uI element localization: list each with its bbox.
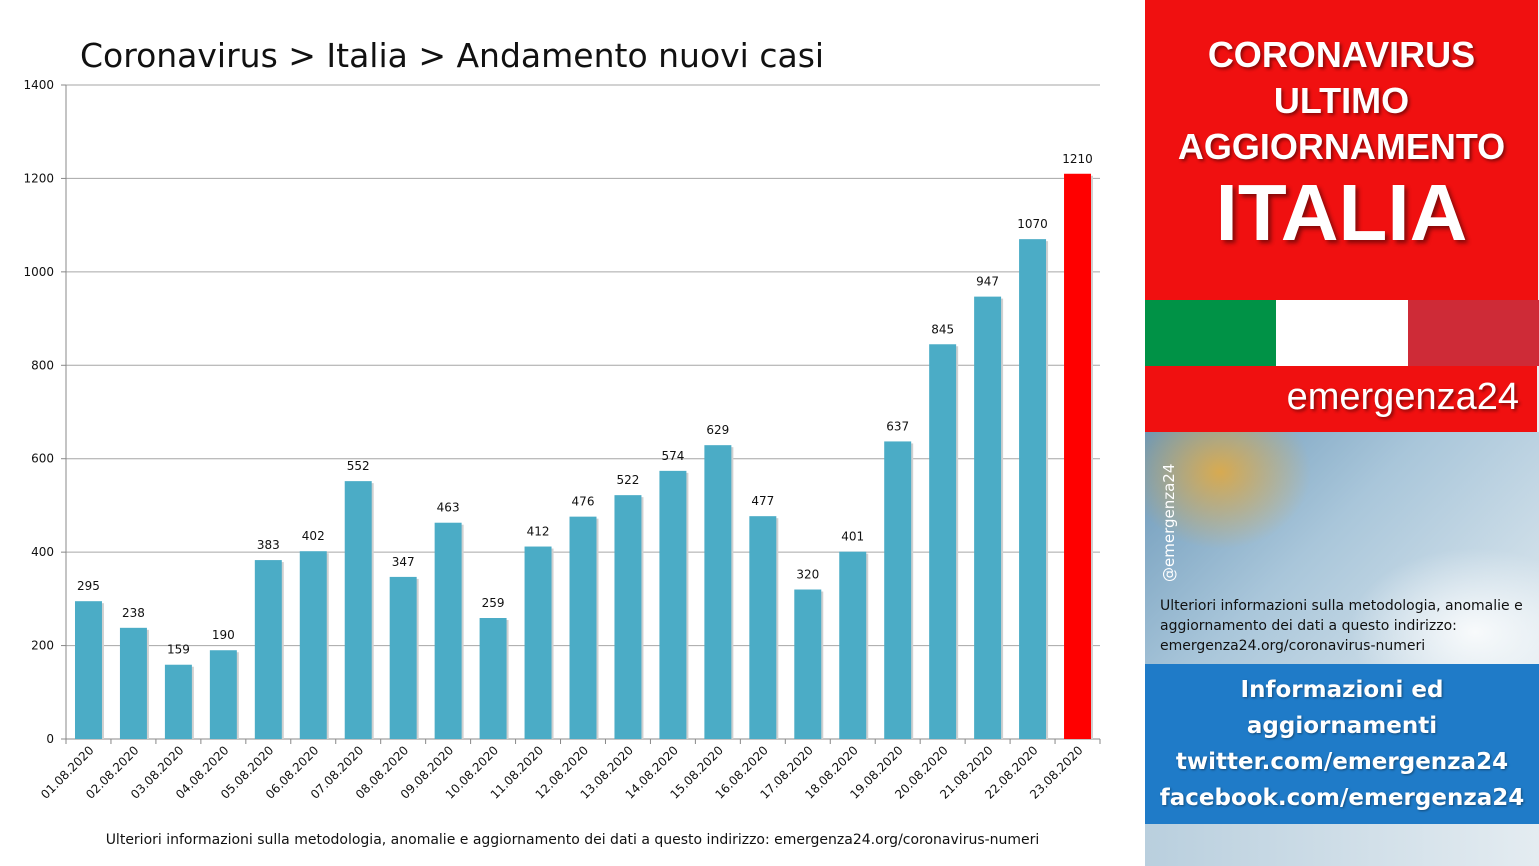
- bar: [659, 470, 687, 739]
- bar: [704, 445, 732, 739]
- bar: [389, 576, 417, 739]
- bar: [344, 481, 372, 739]
- italian-flag: [1145, 300, 1539, 366]
- data-label: 383: [257, 538, 280, 552]
- y-tick-label: 1400: [23, 78, 54, 92]
- headline-line-3: AGGIORNAMENTO: [1177, 126, 1506, 167]
- data-label: 402: [302, 529, 325, 543]
- bar: [794, 589, 822, 739]
- y-tick-label: 800: [31, 358, 54, 372]
- bar: [524, 546, 552, 739]
- bar: [479, 618, 507, 739]
- twitter-link[interactable]: twitter.com/emergenza24: [1175, 749, 1509, 775]
- data-label: 347: [392, 555, 415, 569]
- data-label: 412: [527, 525, 550, 539]
- social-handle: @emergenza24: [1160, 463, 1178, 582]
- y-tick-label: 600: [31, 452, 54, 466]
- y-tick-label: 1200: [23, 171, 54, 185]
- data-label: 947: [976, 275, 999, 289]
- data-label: 190: [212, 628, 235, 642]
- info-line-1: Informazioni ed: [1240, 677, 1444, 703]
- bar: [1019, 239, 1047, 739]
- headline-line-2: ULTIMO: [1273, 80, 1410, 121]
- data-label: 477: [751, 494, 774, 508]
- data-label: 320: [796, 568, 819, 582]
- data-label: 259: [482, 596, 505, 610]
- data-label: 476: [572, 495, 595, 509]
- flag-stripe-red: [1407, 300, 1539, 366]
- bar-chart: 020040060080010001200140029501.08.202023…: [23, 78, 1101, 802]
- bar: [749, 516, 777, 739]
- headline-box: CORONAVIRUS ULTIMO AGGIORNAMENTO ITALIA: [1145, 0, 1538, 300]
- data-label: 463: [437, 501, 460, 515]
- bar: [974, 296, 1002, 739]
- brand-bar: emergenza24: [1145, 366, 1537, 432]
- bar: [839, 551, 867, 739]
- background-photo: [1145, 432, 1539, 664]
- flag-stripe-green: [1145, 300, 1277, 366]
- data-label: 522: [617, 473, 640, 487]
- chart-title: Coronavirus > Italia > Andamento nuovi c…: [80, 36, 825, 75]
- bar: [929, 344, 957, 739]
- bar: [614, 495, 642, 739]
- y-tick-label: 200: [31, 639, 54, 653]
- bar: [434, 522, 462, 739]
- panel-note: Ulteriori informazioni sulla metodologia…: [1160, 598, 1523, 654]
- data-label: 401: [841, 530, 864, 544]
- footer-note: Ulteriori informazioni sulla metodologia…: [105, 832, 1040, 848]
- facebook-link[interactable]: facebook.com/emergenza24: [1159, 785, 1525, 811]
- flag-stripe-white: [1276, 300, 1408, 366]
- data-label: 1210: [1062, 152, 1093, 166]
- bar: [884, 441, 912, 739]
- data-label: 238: [122, 606, 145, 620]
- headline-line-1: CORONAVIRUS: [1207, 34, 1476, 75]
- info-line-2: aggiornamenti: [1246, 713, 1438, 739]
- data-label: 637: [886, 419, 909, 433]
- bar: [1064, 173, 1092, 739]
- y-tick-label: 400: [31, 545, 54, 559]
- brand-name: emergenza24: [1286, 376, 1519, 418]
- data-label: 159: [167, 643, 190, 657]
- y-tick-label: 1000: [23, 265, 54, 279]
- info-box: Informazioni ed aggiornamenti twitter.co…: [1145, 664, 1539, 824]
- headline-country: ITALIA: [1215, 168, 1468, 257]
- y-tick-label: 0: [46, 732, 54, 746]
- bar: [569, 516, 597, 739]
- data-label: 552: [347, 459, 370, 473]
- data-label: 574: [661, 449, 684, 463]
- bottom-photo-strip: [1145, 824, 1539, 866]
- bar: [119, 627, 147, 739]
- bar: [209, 650, 237, 739]
- data-label: 845: [931, 322, 954, 336]
- data-label: 1070: [1017, 217, 1048, 231]
- bar: [74, 601, 102, 739]
- bar: [254, 560, 282, 739]
- bar: [164, 664, 192, 739]
- data-label: 629: [706, 423, 729, 437]
- data-label: 295: [77, 579, 100, 593]
- bar: [299, 551, 327, 739]
